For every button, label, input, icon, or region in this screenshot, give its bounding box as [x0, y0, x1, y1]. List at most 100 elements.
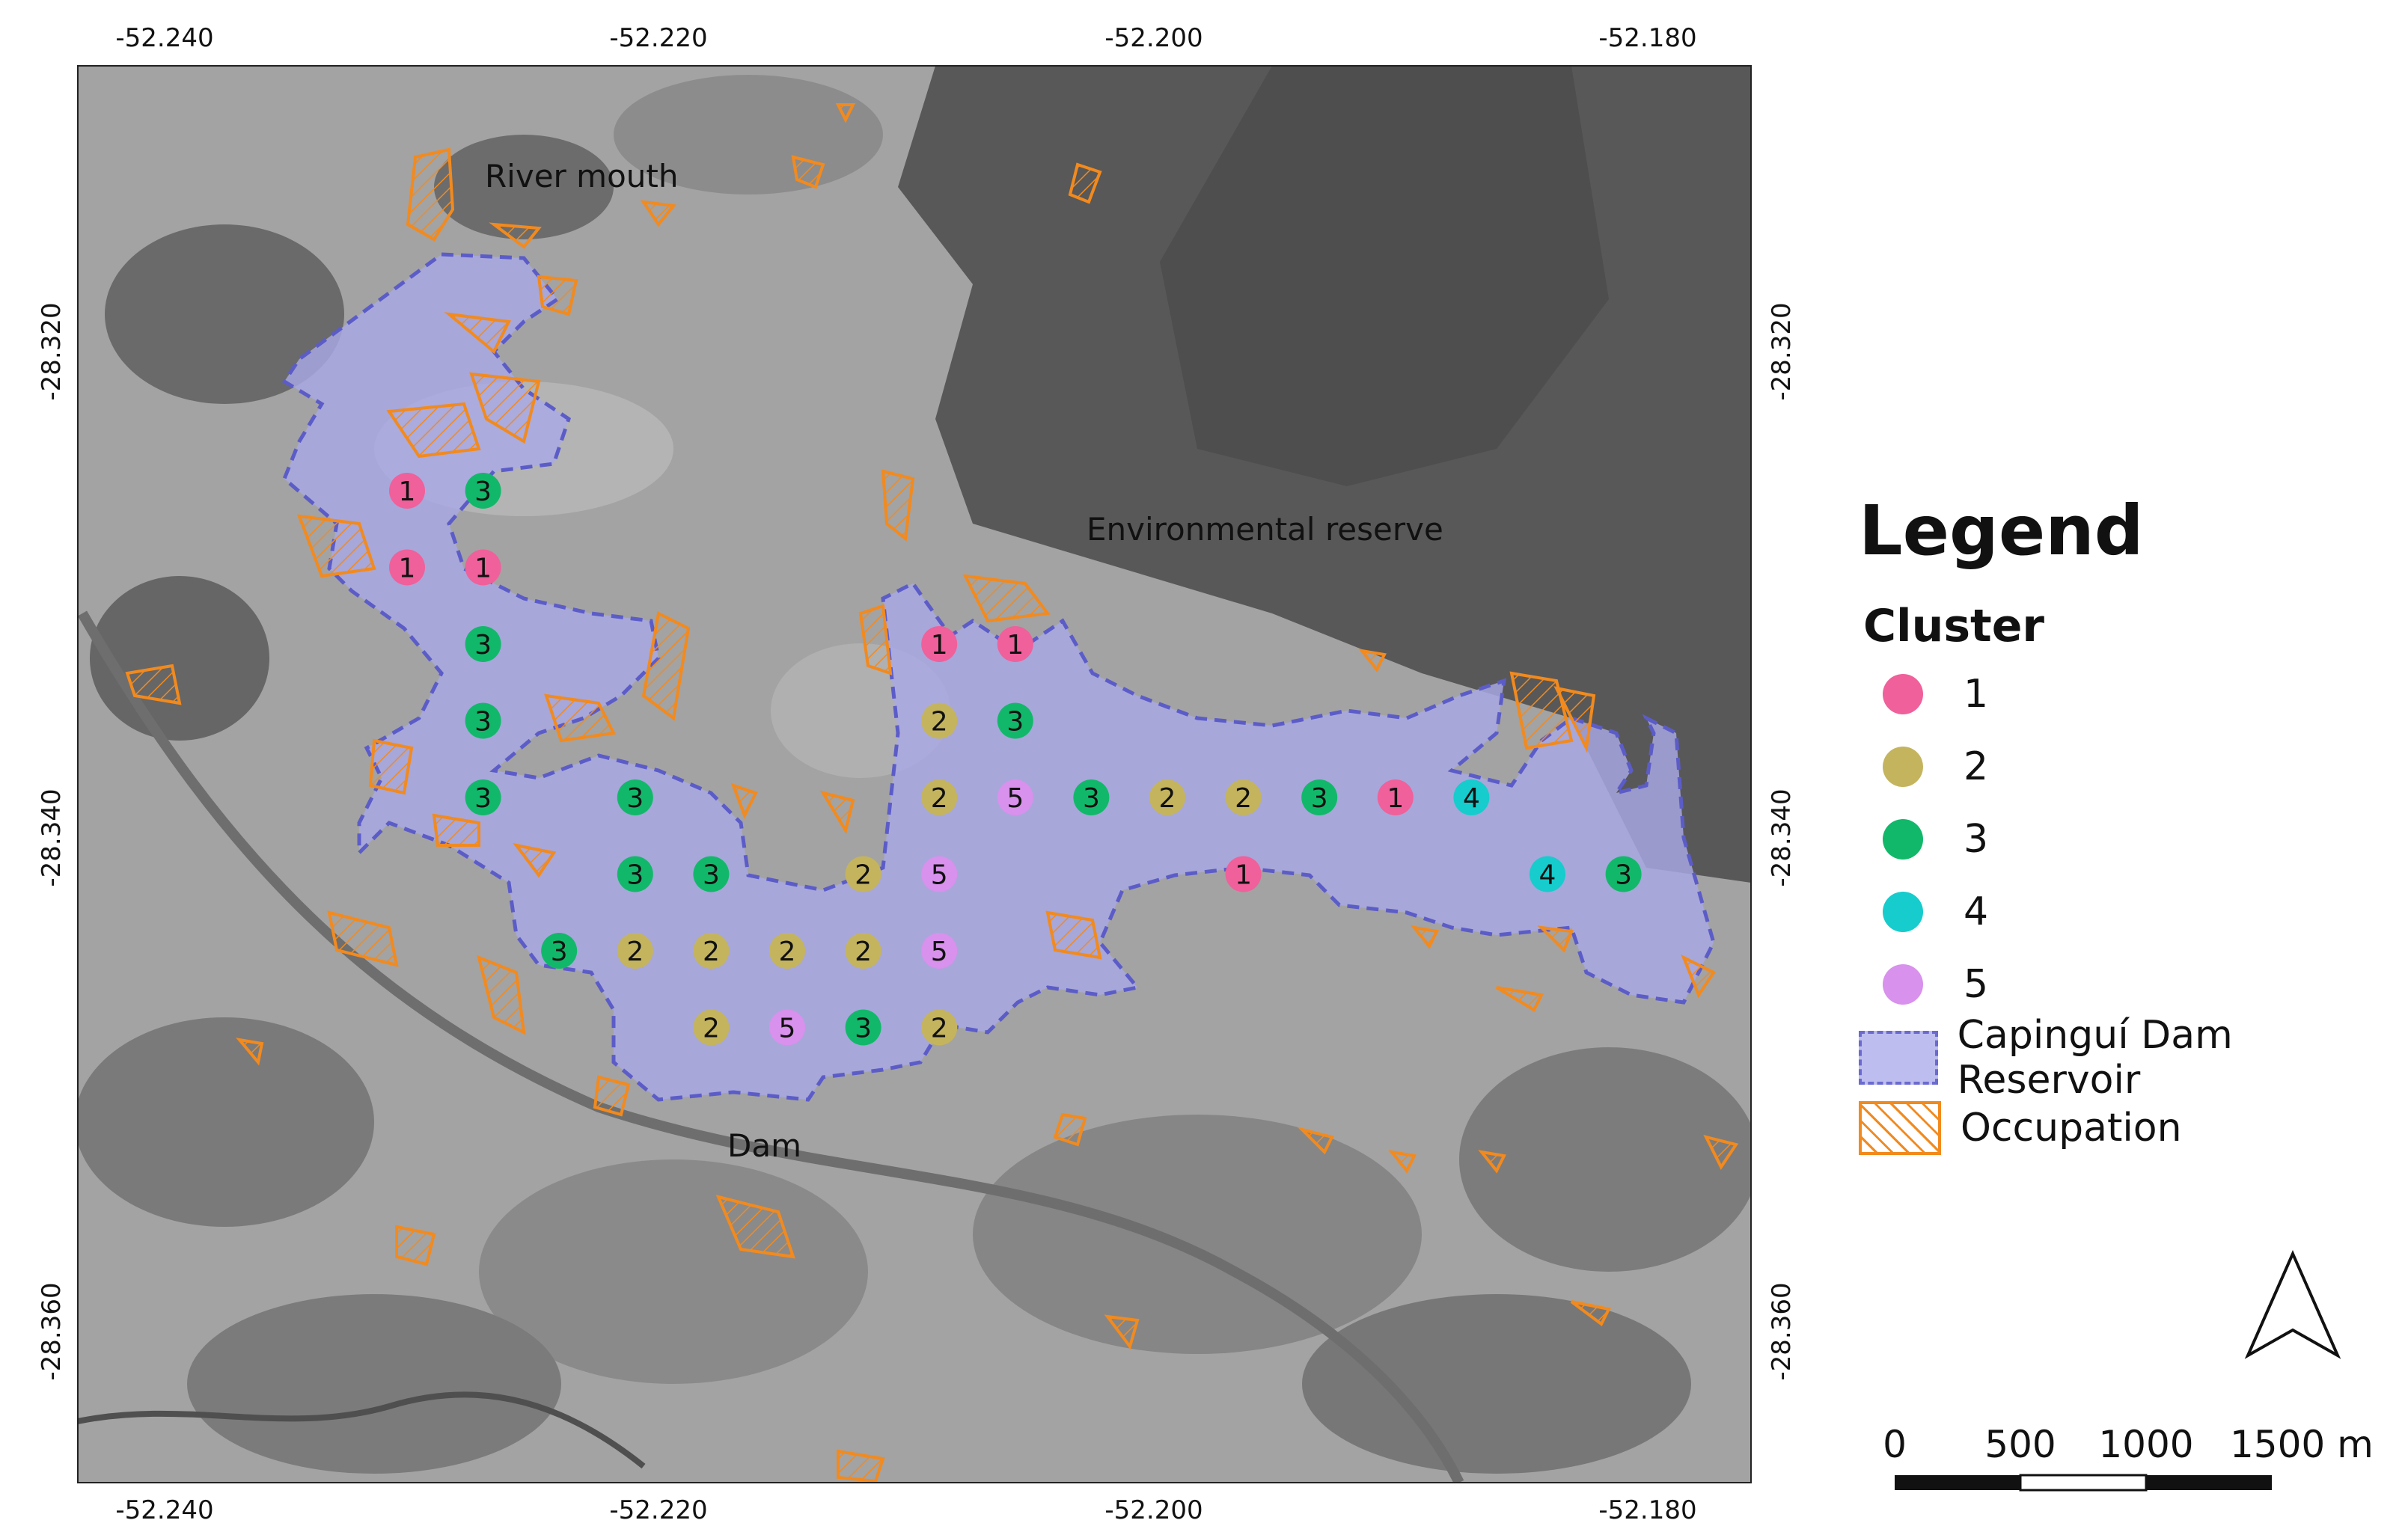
label-environmental-reserve: Environmental reserve: [1087, 511, 1443, 548]
sample-point-label: 3: [1615, 860, 1632, 891]
sample-point-marker: [1377, 779, 1414, 815]
sample-point-marker: [617, 856, 653, 892]
sample-point: 3: [1073, 779, 1110, 815]
sample-point-marker: [465, 779, 501, 815]
cluster-swatch: [1883, 892, 1923, 932]
cluster-swatch: [1883, 819, 1923, 860]
sample-point-marker: [1530, 856, 1565, 892]
sample-point-marker: [1301, 779, 1338, 815]
sample-point: 1: [921, 626, 958, 662]
sample-point-marker: [389, 549, 425, 586]
sample-points: 1 3 1 1 3 1 1 3 2 3 3 3 2 5 3 2 2 3 1 4 3 3 2 5 1 4 3 3 2 2 2 2 5 2 5 3 2: [389, 473, 1642, 1046]
sample-point-marker: [465, 549, 501, 586]
sample-point: 1: [997, 626, 1033, 662]
occupation-polygons: [125, 103, 1739, 1483]
sample-point-label: 5: [931, 937, 948, 967]
map-imagery: [78, 66, 1751, 1483]
sample-point-label: 2: [855, 937, 872, 967]
sample-point-marker: [389, 473, 425, 509]
sample-point-label: 3: [551, 937, 568, 967]
sample-point-label: 5: [1006, 783, 1024, 814]
legend-cluster-item: 2: [1859, 737, 1988, 797]
sample-point-marker: [769, 933, 805, 969]
bottom-tick-1: -52.240: [115, 1495, 213, 1525]
sample-point: 2: [769, 933, 805, 969]
scale-label-500: 500: [1984, 1423, 2056, 1466]
sample-point: 2: [617, 933, 653, 969]
sample-point-label: 3: [1311, 783, 1328, 814]
sample-point-label: 3: [474, 630, 492, 661]
sample-point: 5: [921, 856, 958, 892]
top-tick-4: -52.180: [1598, 23, 1696, 53]
sample-point: 3: [997, 702, 1033, 739]
sample-point: 2: [845, 856, 881, 892]
map-frame: [77, 65, 1752, 1483]
sample-point: 3: [1605, 856, 1642, 892]
sample-point-label: 2: [931, 707, 948, 738]
sample-point-label: 3: [474, 783, 492, 814]
sample-point-label: 1: [474, 554, 492, 584]
legend-cluster-label: 1: [1964, 672, 1989, 717]
sample-point-label: 2: [1235, 783, 1252, 814]
sample-point-marker: [465, 473, 501, 509]
sample-point-marker: [921, 856, 958, 892]
sample-point: 2: [845, 933, 881, 969]
scale-label-1000: 1000: [2098, 1423, 2193, 1466]
sample-point: 5: [921, 933, 958, 969]
sample-point-marker: [465, 702, 501, 739]
sample-point-label: 4: [1463, 783, 1480, 814]
sample-point-label: 3: [474, 707, 492, 738]
sample-point: 2: [693, 933, 730, 969]
north-arrow-icon: [2244, 1250, 2341, 1359]
sample-point-label: 1: [931, 630, 948, 661]
sample-point: 1: [1377, 779, 1414, 815]
legend-cluster-label: 3: [1964, 817, 1989, 862]
sample-point-marker: [693, 1009, 730, 1046]
sample-point-marker: [921, 626, 958, 662]
bottom-tick-3: -52.200: [1104, 1495, 1203, 1525]
sample-point-marker: [1605, 856, 1642, 892]
scale-label-0: 0: [1883, 1423, 1907, 1466]
sample-point-marker: [921, 779, 958, 815]
top-tick-2: -52.220: [609, 23, 707, 53]
legend-occupation-label: Occupation: [1961, 1106, 2182, 1151]
sample-point-marker: [921, 933, 958, 969]
sample-point-label: 5: [931, 860, 948, 891]
cluster-swatch: [1883, 674, 1923, 714]
sample-point-marker: [921, 702, 958, 739]
sample-point-marker: [997, 626, 1033, 662]
label-river-mouth: River mouth: [485, 158, 678, 194]
occupation-swatch: [1859, 1101, 1941, 1155]
sample-point-marker: [1225, 779, 1262, 815]
top-tick-1: -52.240: [115, 23, 213, 53]
sample-point-label: 3: [703, 860, 720, 891]
sample-point: 2: [1149, 779, 1185, 815]
sample-point: 2: [921, 1009, 958, 1046]
sample-point: 3: [617, 779, 653, 815]
sample-point-marker: [921, 1009, 958, 1046]
sample-point-label: 1: [399, 554, 416, 584]
sample-point: 2: [921, 702, 958, 739]
bottom-tick-2: -52.220: [609, 1495, 707, 1525]
sample-point-marker: [769, 1009, 805, 1046]
sample-point-marker: [997, 779, 1033, 815]
legend-cluster-item: 5: [1859, 955, 1988, 1014]
sample-point-marker: [693, 856, 730, 892]
legend-cluster-label: 5: [1964, 962, 1989, 1007]
scale-segment-2: [2019, 1474, 2148, 1492]
right-tick-3: -28.360: [1767, 1282, 1797, 1380]
left-tick-2: -28.340: [37, 788, 67, 886]
sample-point: 3: [465, 779, 501, 815]
scale-label-1500: 1500 m: [2230, 1423, 2374, 1466]
legend-cluster-label: 4: [1964, 889, 1989, 934]
sample-point: 3: [465, 626, 501, 662]
sample-point-label: 4: [1539, 860, 1556, 891]
bottom-tick-4: -52.180: [1598, 1495, 1696, 1525]
sample-point: 3: [465, 473, 501, 509]
legend-title: Legend: [1859, 491, 2144, 571]
cluster-swatch: [1883, 747, 1923, 787]
sample-point-label: 2: [1159, 783, 1176, 814]
left-tick-1: -28.320: [37, 302, 67, 400]
legend-cluster-item: 3: [1859, 809, 1988, 869]
sample-point-marker: [1149, 779, 1185, 815]
